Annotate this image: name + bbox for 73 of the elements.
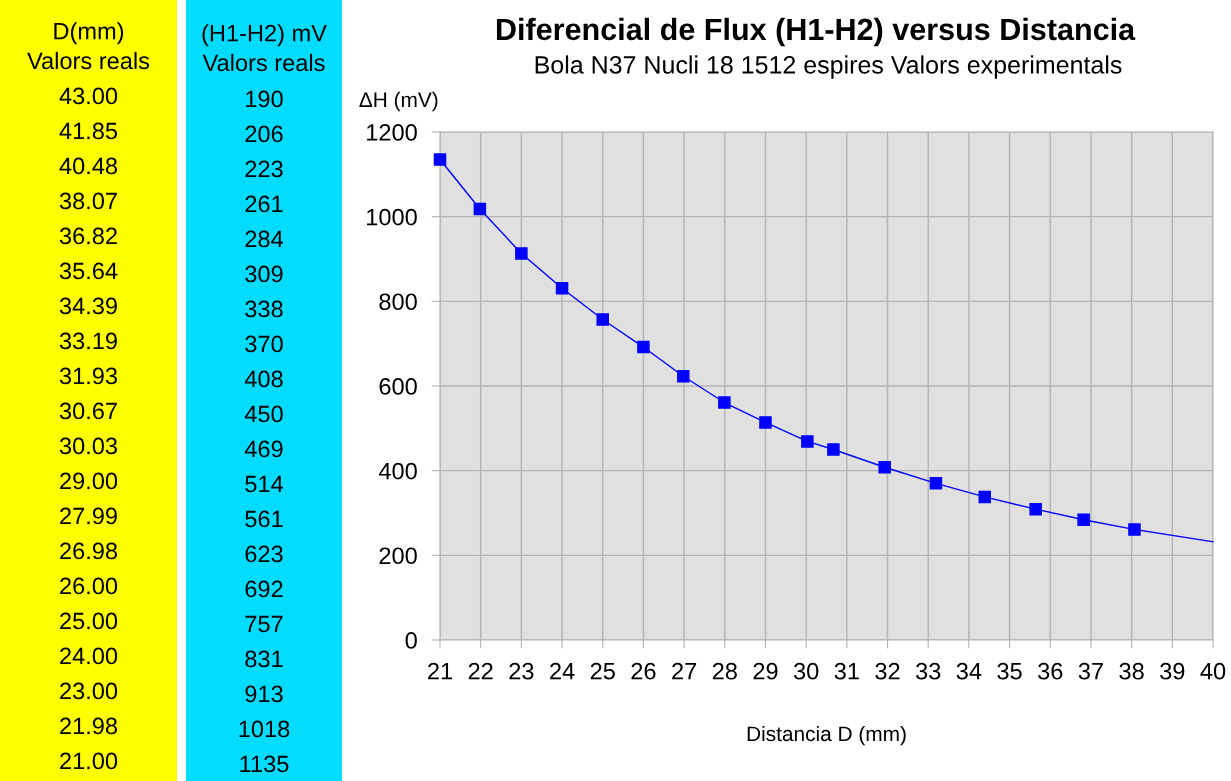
x-axis-title: Distancia D (mm) [747, 725, 906, 746]
text: 450 [244, 405, 283, 423]
text: 30.67 [59, 402, 117, 420]
y-tick-label: 600 [379, 378, 417, 395]
text: 757 [245, 615, 283, 633]
text: 309 [245, 265, 283, 283]
text: 38.07 [59, 192, 117, 210]
x-tick-label: 27 [672, 662, 697, 680]
text: 223 [245, 160, 283, 178]
x-tick-label: 26 [631, 662, 656, 680]
x-tick-label: 25 [590, 662, 615, 680]
y-tick-label: 400 [378, 462, 417, 480]
text: 261 [245, 195, 283, 213]
text: 206 [245, 125, 283, 143]
text: 284 [245, 230, 284, 248]
text: 35.64 [59, 262, 118, 280]
text: 692 [245, 580, 283, 598]
text: 25.00 [60, 612, 118, 630]
text: 561 [245, 510, 283, 528]
text: 21.00 [60, 752, 118, 770]
x-tick-label: 22 [468, 662, 493, 680]
text: 1135 [240, 755, 289, 773]
text: 29.00 [60, 472, 118, 490]
y-tick-label: 0 [405, 632, 417, 649]
text: 1018 [239, 720, 290, 738]
text: 21.98 [60, 717, 118, 735]
x-tick-label: 21 [428, 662, 452, 680]
text: 24.00 [60, 647, 118, 665]
y-axis-title: ΔH (mV) [359, 91, 438, 112]
text: 34.39 [59, 297, 117, 315]
x-tick-label: 34 [956, 662, 982, 680]
x-tick-label: 38 [1119, 662, 1144, 680]
x-tick-label: 28 [712, 662, 737, 680]
text: 370 [245, 335, 283, 353]
text: 26.98 [60, 542, 118, 560]
x-tick-label: 33 [915, 662, 941, 680]
y-tick-label: 800 [379, 293, 417, 311]
text: 40.48 [59, 157, 118, 175]
chart-subtitle: Bola N37 Nucli 18 1512 espires Valors experimentals [535, 55, 1122, 79]
x-tick-label: 32 [875, 662, 900, 680]
x-tick-label: 29 [753, 662, 778, 680]
x-tick-label: 23 [509, 662, 534, 680]
x-tick-label: 30 [793, 662, 819, 680]
text: 31.93 [59, 367, 118, 385]
x-tick-label: 40 [1200, 662, 1226, 680]
text: 36.82 [59, 227, 117, 245]
y-tick-label: 1000 [367, 208, 417, 226]
x-tick-label: 36 [1038, 662, 1063, 680]
text: 41.85 [59, 122, 118, 140]
text: 469 [244, 440, 283, 458]
text: 33.19 [59, 332, 117, 350]
y-tick-label: 200 [379, 547, 417, 565]
text: 43.00 [59, 87, 118, 105]
text: 26.00 [60, 577, 118, 595]
text: 831 [245, 650, 283, 668]
text: 30.03 [59, 437, 118, 455]
text: 623 [245, 545, 283, 563]
text: 338 [245, 300, 283, 318]
x-tick-label: 35 [997, 662, 1022, 680]
text: (H1-H2) mV Valors reals [202, 24, 327, 72]
text: 408 [244, 370, 283, 388]
text: 190 [246, 90, 283, 108]
text: 27.99 [60, 507, 117, 525]
x-tick-label: 39 [1160, 662, 1185, 680]
y-tick-label: 1200 [367, 124, 417, 141]
x-tick-label: 24 [550, 662, 575, 680]
text: 23.00 [60, 682, 118, 700]
chart-title: Diferencial de Flux (H1-H2) versus Distancia [496, 17, 1136, 47]
text: 913 [245, 685, 283, 703]
text: D(mm) Valors reals [27, 22, 150, 70]
x-tick-label: 31 [834, 662, 859, 680]
x-tick-label: 37 [1078, 662, 1103, 680]
text: 514 [245, 475, 284, 493]
